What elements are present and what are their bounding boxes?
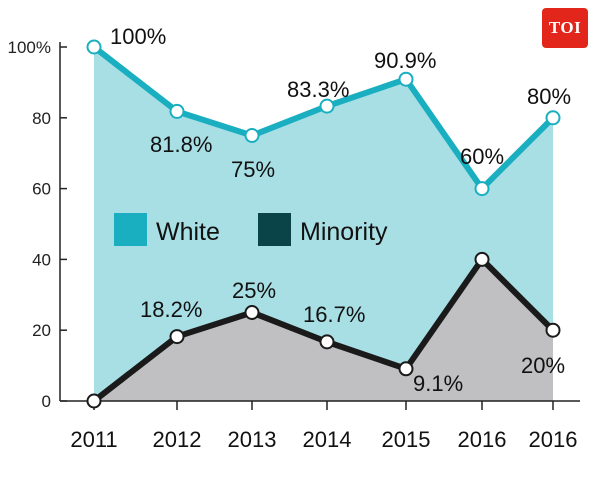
legend-label: White — [156, 218, 220, 246]
white-data-label: 83.3% — [287, 77, 349, 102]
x-tick-label: 2013 — [228, 427, 277, 452]
minority-data-label: 18.2% — [140, 297, 202, 322]
minority-data-label: 20% — [521, 353, 565, 378]
x-tick-label: 2016 — [529, 427, 578, 452]
white-point — [319, 98, 335, 114]
minority-point — [169, 329, 185, 345]
white-area — [94, 47, 553, 401]
white-point — [244, 128, 260, 143]
white-data-label: 60% — [460, 144, 504, 169]
minority-data-label: 9.1% — [413, 371, 463, 396]
minority-point — [244, 305, 260, 320]
toi-logo: TOI — [542, 8, 588, 48]
white-data-label: 90.9% — [374, 48, 436, 73]
minority-point — [86, 393, 102, 409]
white-data-label: 80% — [527, 84, 571, 109]
y-tick-label: 40 — [32, 250, 51, 269]
y-tick-label: 100% — [8, 38, 51, 57]
minority-point — [474, 251, 490, 267]
white-point — [545, 110, 561, 126]
x-tick-label: 2011 — [70, 427, 117, 452]
y-tick-label: 20 — [32, 321, 51, 340]
legend-swatch — [114, 213, 147, 246]
legend-swatch — [258, 213, 291, 246]
minority-point — [398, 361, 414, 377]
x-tick-label: 2012 — [153, 427, 202, 452]
minority-data-label: 16.7% — [303, 302, 365, 327]
y-tick-label: 0 — [42, 392, 51, 411]
minority-point — [319, 334, 335, 350]
white-point — [398, 71, 414, 87]
white-data-label: 81.8% — [150, 132, 212, 157]
white-point — [169, 103, 185, 119]
white-point — [86, 39, 102, 55]
x-tick-label: 2015 — [382, 427, 431, 452]
white-data-label: 75% — [231, 157, 275, 182]
y-tick-label: 60 — [32, 180, 51, 199]
white-data-label: 100% — [110, 24, 166, 49]
white-point — [474, 181, 490, 197]
x-tick-label: 2016 — [458, 427, 507, 452]
legend-label: Minority — [300, 218, 388, 246]
x-tick-label: 2014 — [303, 427, 352, 452]
minority-area — [94, 259, 553, 401]
minority-point — [545, 322, 561, 338]
minority-data-label: 25% — [232, 278, 276, 303]
y-tick-label: 80 — [32, 109, 51, 128]
